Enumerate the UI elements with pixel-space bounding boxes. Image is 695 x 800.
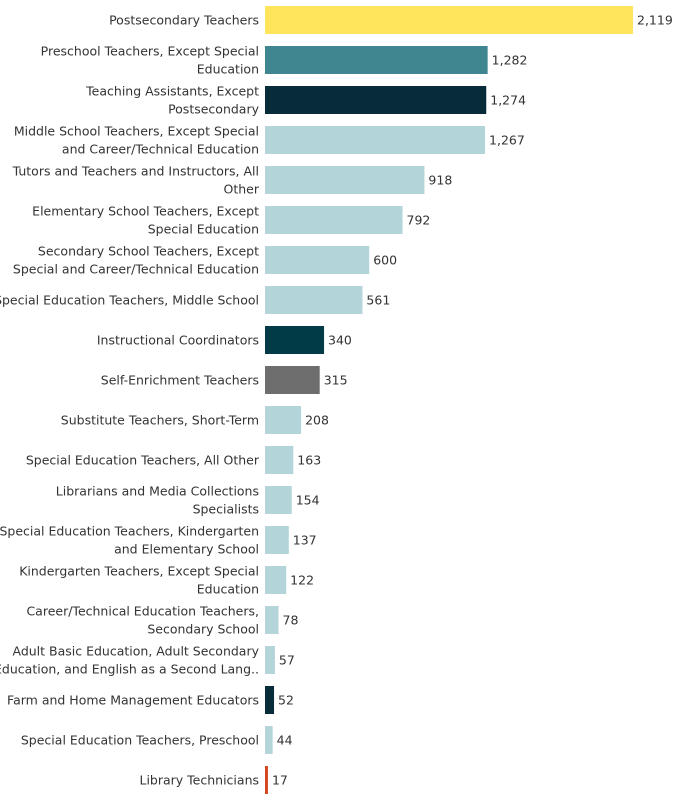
category-label-4: Middle School Teachers, Except Special an… bbox=[14, 124, 259, 157]
category-label-line: Preschool Teachers, Except Special bbox=[41, 44, 259, 59]
category-label-line: Library Technicians bbox=[139, 773, 259, 788]
category-label-3: Teaching Assistants, Except Postsecondary bbox=[85, 84, 259, 117]
category-labels-layer: Postsecondary Teachers Preschool Teachers… bbox=[0, 13, 260, 788]
category-label-8: Special Education Teachers, Middle Schoo… bbox=[0, 293, 259, 308]
bars-layer bbox=[265, 6, 633, 794]
category-label-line: Secondary School Teachers, Except bbox=[38, 244, 259, 259]
bar-19[interactable] bbox=[265, 726, 273, 754]
category-label-line: Adult Basic Education, Adult Secondary bbox=[12, 644, 259, 659]
category-label-line: Tutors and Teachers and Instructors, All bbox=[12, 164, 259, 179]
category-label-18: Farm and Home Management Educators bbox=[7, 693, 259, 708]
bar-6[interactable] bbox=[265, 206, 403, 234]
category-label-6: Elementary School Teachers, Except Specia… bbox=[32, 204, 259, 237]
value-label-10: 315 bbox=[324, 373, 348, 388]
category-label-line: Postsecondary bbox=[168, 102, 260, 117]
category-label-1: Postsecondary Teachers bbox=[109, 13, 259, 28]
bar-11[interactable] bbox=[265, 406, 302, 434]
value-label-20: 17 bbox=[272, 773, 288, 788]
bar-17[interactable] bbox=[265, 646, 275, 674]
category-label-line: Farm and Home Management Educators bbox=[7, 693, 259, 708]
bar-3[interactable] bbox=[265, 86, 487, 114]
value-label-6: 792 bbox=[407, 213, 431, 228]
category-label-line: Special Education Teachers, Kindergarten bbox=[0, 524, 259, 539]
bar-7[interactable] bbox=[265, 246, 370, 274]
category-label-13: Librarians and Media Collections Speciali… bbox=[56, 484, 259, 517]
category-label-line: Education, and English as a Second Lang.… bbox=[0, 662, 259, 677]
category-label-line: Special Education Teachers, All Other bbox=[26, 453, 260, 468]
value-label-15: 122 bbox=[290, 573, 314, 588]
category-label-line: Middle School Teachers, Except Special bbox=[14, 124, 259, 139]
category-label-line: Kindergarten Teachers, Except Special bbox=[19, 564, 259, 579]
value-label-9: 340 bbox=[328, 333, 352, 348]
category-label-9: Instructional Coordinators bbox=[97, 333, 259, 348]
category-label-line: Secondary School bbox=[147, 622, 259, 637]
bar-12[interactable] bbox=[265, 446, 294, 474]
category-label-line: Elementary School Teachers, Except bbox=[32, 204, 259, 219]
bar-13[interactable] bbox=[265, 486, 292, 514]
category-label-line: Specialists bbox=[193, 502, 259, 517]
value-label-8: 561 bbox=[366, 293, 390, 308]
category-label-14: Special Education Teachers, Kindergarten… bbox=[0, 524, 259, 557]
category-label-line: Postsecondary Teachers bbox=[109, 13, 259, 28]
bar-9[interactable] bbox=[265, 326, 325, 354]
category-label-line: Other bbox=[224, 182, 260, 197]
value-label-1: 2,119 bbox=[637, 13, 673, 28]
category-label-line: Librarians and Media Collections bbox=[56, 484, 259, 499]
category-label-16: Career/Technical Education Teachers, Seco… bbox=[26, 604, 259, 637]
category-label-line: Substitute Teachers, Short-Term bbox=[61, 413, 259, 428]
value-label-11: 208 bbox=[305, 413, 329, 428]
bar-4[interactable] bbox=[265, 126, 486, 154]
category-label-line: Education bbox=[197, 62, 259, 77]
value-label-3: 1,274 bbox=[490, 93, 526, 108]
bar-18[interactable] bbox=[265, 686, 275, 714]
category-label-7: Secondary School Teachers, Except Special… bbox=[13, 244, 259, 277]
bar-8[interactable] bbox=[265, 286, 363, 314]
bar-14[interactable] bbox=[265, 526, 289, 554]
bar-5[interactable] bbox=[265, 166, 425, 194]
bar-15[interactable] bbox=[265, 566, 287, 594]
category-label-2: Preschool Teachers, Except Special Educat… bbox=[41, 44, 259, 77]
category-label-line: Special and Career/Technical Education bbox=[13, 262, 259, 277]
bar-10[interactable] bbox=[265, 366, 320, 394]
category-label-5: Tutors and Teachers and Instructors, All… bbox=[12, 164, 260, 197]
value-label-17: 57 bbox=[279, 653, 295, 668]
category-label-line: Teaching Assistants, Except bbox=[85, 84, 259, 99]
value-label-7: 600 bbox=[373, 253, 397, 268]
category-label-line: Special Education bbox=[148, 222, 259, 237]
category-label-line: and Career/Technical Education bbox=[62, 142, 259, 157]
bar-2[interactable] bbox=[265, 46, 488, 74]
bar-20[interactable] bbox=[265, 766, 268, 794]
value-label-18: 52 bbox=[278, 693, 294, 708]
value-label-19: 44 bbox=[277, 733, 293, 748]
category-label-line: Special Education Teachers, Middle Schoo… bbox=[0, 293, 259, 308]
value-label-12: 163 bbox=[297, 453, 321, 468]
value-label-13: 154 bbox=[296, 493, 320, 508]
value-label-14: 137 bbox=[293, 533, 317, 548]
category-label-15: Kindergarten Teachers, Except Special Edu… bbox=[19, 564, 259, 597]
bar-16[interactable] bbox=[265, 606, 279, 634]
value-label-4: 1,267 bbox=[489, 133, 525, 148]
category-label-line: Career/Technical Education Teachers, bbox=[26, 604, 259, 619]
category-label-17: Adult Basic Education, Adult Secondary Ed… bbox=[0, 644, 260, 677]
value-label-2: 1,282 bbox=[492, 53, 528, 68]
category-label-line: Self-Enrichment Teachers bbox=[101, 373, 259, 388]
value-label-16: 78 bbox=[283, 613, 299, 628]
category-label-line: Education bbox=[197, 582, 259, 597]
value-labels-layer: 2,119 1,282 1,274 1,267 918 792 600 561 340 315 20… bbox=[272, 13, 673, 788]
category-label-10: Self-Enrichment Teachers bbox=[101, 373, 259, 388]
category-label-12: Special Education Teachers, All Other bbox=[26, 453, 260, 468]
category-label-20: Library Technicians bbox=[139, 773, 259, 788]
bar-1[interactable] bbox=[265, 6, 633, 34]
category-label-line: and Elementary School bbox=[114, 542, 259, 557]
value-label-5: 918 bbox=[428, 173, 452, 188]
category-label-11: Substitute Teachers, Short-Term bbox=[61, 413, 259, 428]
category-label-line: Special Education Teachers, Preschool bbox=[21, 733, 259, 748]
category-label-19: Special Education Teachers, Preschool bbox=[21, 733, 259, 748]
category-label-line: Instructional Coordinators bbox=[97, 333, 259, 348]
